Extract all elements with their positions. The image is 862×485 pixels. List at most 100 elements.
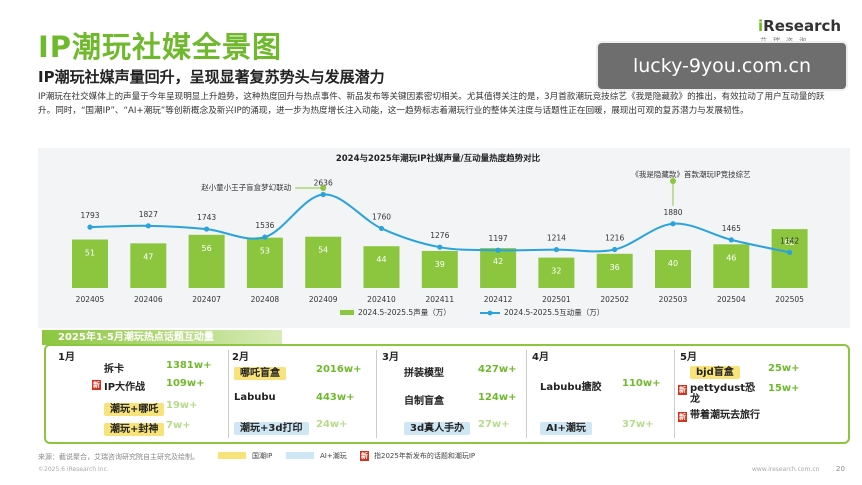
- x-tick-202502: 202502: [600, 295, 629, 304]
- x-tick-202406: 202406: [134, 295, 163, 304]
- hot-topic-value: 2016w+: [316, 364, 362, 375]
- hot-topic-value: 110w+: [622, 378, 661, 389]
- iresearch-logo: iResearch: [758, 17, 842, 35]
- legend-ai-swatch: [286, 452, 314, 459]
- month-divider: [228, 350, 229, 438]
- hot-topic: 哪吒盲盒: [234, 364, 286, 380]
- line-point-202503: [670, 221, 676, 227]
- hot-topic-value: 27w+: [478, 419, 510, 430]
- line-point-202408: [262, 234, 268, 240]
- month-label: 5月: [680, 352, 697, 363]
- hot-topic: 拆卡: [104, 364, 124, 375]
- legend-new-label: 指2025年新发布的话题和潮玩IP: [374, 452, 476, 460]
- new-badge: 新: [678, 412, 687, 422]
- line-label-202410: 1760: [372, 212, 391, 221]
- intro-paragraph: IP潮玩在社交媒体上的声量于今年呈现明显上升趋势，这种热度回升与热点事件、新品发…: [38, 92, 825, 116]
- line-point-202406: [145, 223, 151, 229]
- line-point-202407: [204, 226, 210, 232]
- watermark-overlay: lucky-9you.com.cn: [596, 41, 848, 91]
- line-point-202409: [320, 191, 326, 198]
- page-subtitle: IP潮玩社媒声量回升，呈现显著复苏势头与发展潜力: [38, 68, 385, 86]
- legend-bar-swatch: [340, 310, 354, 315]
- bar-202406: [130, 243, 167, 288]
- bar-label-202405: 51: [85, 249, 95, 258]
- hot-topic-value: 37w+: [622, 419, 654, 430]
- bar-label-202505: 62: [785, 238, 795, 247]
- x-tick-202407: 202407: [192, 295, 221, 304]
- bar-label-202409: 54: [318, 246, 328, 255]
- x-tick-202408: 202408: [251, 295, 280, 304]
- line-label-202502: 1216: [605, 234, 624, 243]
- bar-label-202501: 32: [551, 267, 561, 276]
- line-label-202503: 1880: [663, 208, 682, 217]
- x-tick-202503: 202503: [659, 295, 688, 304]
- copyright: ©2025.6 iResearch Inc.: [38, 466, 109, 473]
- hot-topic: 潮玩+哪吒: [104, 400, 165, 416]
- x-tick-202411: 202411: [425, 295, 454, 304]
- line-label-202505: 1142: [780, 236, 799, 245]
- line-label-202411: 1276: [430, 231, 449, 240]
- line-point-202501: [553, 246, 560, 253]
- bar-202412: [480, 248, 517, 288]
- x-tick-202412: 202412: [484, 295, 513, 304]
- bar-label-202410: 44: [376, 255, 386, 264]
- x-tick-202405: 202405: [76, 295, 105, 304]
- hot-topic-value: 124w+: [478, 392, 517, 403]
- new-badge: 新: [678, 385, 687, 395]
- annotation-dot-202503: [670, 178, 676, 184]
- bar-202411: [421, 250, 458, 288]
- month-divider: [674, 350, 675, 438]
- bar-202501: [538, 257, 575, 288]
- bar-label-202408: 53: [260, 247, 270, 256]
- x-tick-202504: 202504: [717, 295, 746, 304]
- hot-topic: AI+潮玩: [540, 419, 592, 435]
- annotation-dot-202409: [320, 185, 327, 191]
- annotation-202409: 赵小童小王子盲盒梦幻联动: [201, 182, 291, 192]
- hot-topic: bjd盲盒: [690, 363, 740, 379]
- month-label: 1月: [58, 352, 75, 363]
- month-label: 4月: [532, 352, 549, 363]
- bar-202505: [771, 229, 808, 288]
- hot-topic-value: 25w+: [768, 363, 800, 374]
- line-label-202405: 1793: [80, 211, 99, 220]
- line-label-202408: 1536: [255, 221, 274, 230]
- hot-topic: Labubu搪胶: [540, 382, 602, 393]
- bar-label-202406: 47: [143, 252, 153, 261]
- x-tick-202505: 202505: [775, 295, 804, 304]
- line-label-202407: 1743: [197, 213, 216, 222]
- bar-label-202504: 46: [726, 253, 736, 262]
- line-label-202412: 1197: [489, 234, 508, 243]
- line-point-202405: [87, 224, 93, 230]
- hot-topic: 3d真人手办: [404, 419, 471, 435]
- bar-label-202412: 42: [493, 257, 503, 266]
- hot-topic: 自制盲盒: [404, 396, 444, 407]
- bar-202410: [363, 246, 400, 288]
- legend-line-label: 2024.5-2025.5互动量（万）: [504, 307, 604, 317]
- month-divider: [526, 350, 527, 438]
- page-title: IP潮玩社媒全景图: [38, 30, 283, 64]
- line-point-202505: [787, 249, 793, 255]
- x-tick-202409: 202409: [309, 295, 338, 304]
- bar-202405: [72, 239, 108, 288]
- month-label: 2月: [232, 352, 249, 363]
- line-point-202412: [495, 247, 501, 253]
- hot-topic-value: 443w+: [316, 392, 355, 403]
- hot-topic-value: 24w+: [316, 419, 348, 430]
- annotation-202503: 《我是隐藏款》首款潮玩IP竞技综艺: [631, 169, 750, 179]
- page-number: 20: [836, 465, 845, 473]
- chart-title: 2024与2025年潮玩IP社媒声量/互动量热度趋势对比: [336, 153, 541, 164]
- hot-topic: 潮玩+3d打印: [234, 419, 309, 435]
- new-badge: 新: [92, 380, 101, 390]
- line-label-202504: 1465: [722, 224, 741, 233]
- chart-panel: 2024与2025年潮玩IP社媒声量/互动量热度趋势对比 51 202405 47 20…: [38, 148, 850, 328]
- bar-label-202502: 36: [610, 263, 620, 272]
- hot-topic-value: 109w+: [166, 378, 205, 389]
- line-point-202504: [728, 237, 734, 243]
- hot-topic-value: 1381w+: [166, 360, 212, 371]
- x-tick-202410: 202410: [367, 295, 396, 304]
- bar-202408: [246, 237, 283, 288]
- source-note: 来源：截说聚合，艾瑞咨询研究院自主研究及绘制。: [38, 453, 199, 461]
- bar-label-202411: 39: [435, 260, 445, 269]
- line-label-202409: 2636: [314, 178, 333, 187]
- legend-line-marker: [487, 310, 493, 316]
